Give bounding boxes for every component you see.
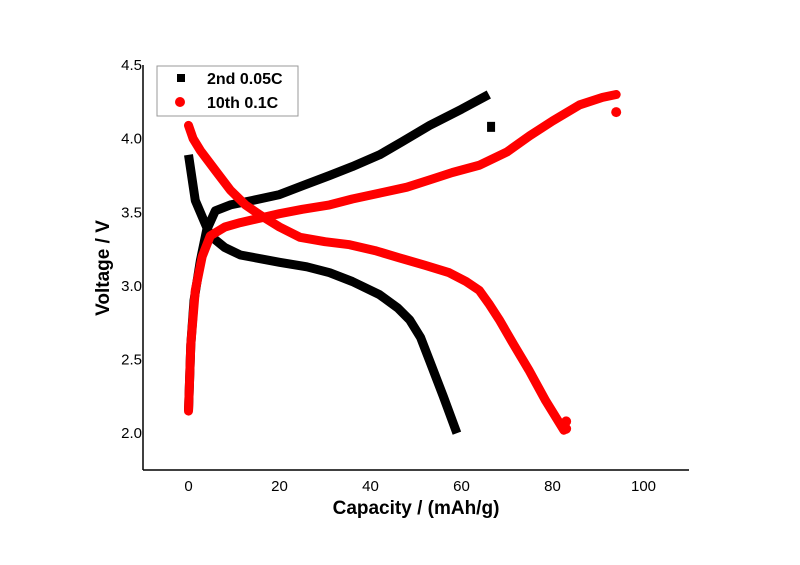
plot-area xyxy=(184,90,622,435)
y-axis-title: Voltage / V xyxy=(93,220,114,316)
series-2-data-point xyxy=(611,107,622,118)
x-tick-label: 40 xyxy=(362,478,379,495)
series-1-discharge-line xyxy=(184,154,462,435)
x-tick-label: 100 xyxy=(631,478,656,495)
y-tick-label: 2.5 xyxy=(121,352,142,369)
y-tick-label: 2.0 xyxy=(121,425,142,442)
y-tick-label: 4.5 xyxy=(121,57,142,74)
series-2-discharge-line xyxy=(184,120,569,435)
y-tick-label: 4.0 xyxy=(121,131,142,148)
x-tick-label: 20 xyxy=(271,478,288,495)
series-2-data-point xyxy=(561,423,572,434)
y-tick-label: 3.0 xyxy=(121,278,142,295)
y-tick-labels: 2.0 2.5 3.0 3.5 4.0 4.5 xyxy=(121,57,142,442)
x-axis-title: Capacity / (mAh/g) xyxy=(333,498,500,519)
legend-marker-circle xyxy=(175,97,185,107)
legend-label-series-2: 10th 0.1C xyxy=(207,95,279,112)
legend-label-series-1: 2nd 0.05C xyxy=(207,71,283,88)
y-tick-label: 3.5 xyxy=(121,204,142,221)
x-tick-label: 0 xyxy=(184,478,192,495)
x-tick-label: 60 xyxy=(453,478,470,495)
x-tick-label: 80 xyxy=(544,478,561,495)
legend: 2nd 0.05C 10th 0.1C xyxy=(156,65,299,117)
series-1-data-point xyxy=(487,121,496,132)
legend-marker-square xyxy=(177,74,185,82)
x-tick-labels: 0 20 40 60 80 100 xyxy=(184,478,656,495)
series-2-charge-line xyxy=(184,90,621,416)
series-2-data-point xyxy=(561,416,572,427)
